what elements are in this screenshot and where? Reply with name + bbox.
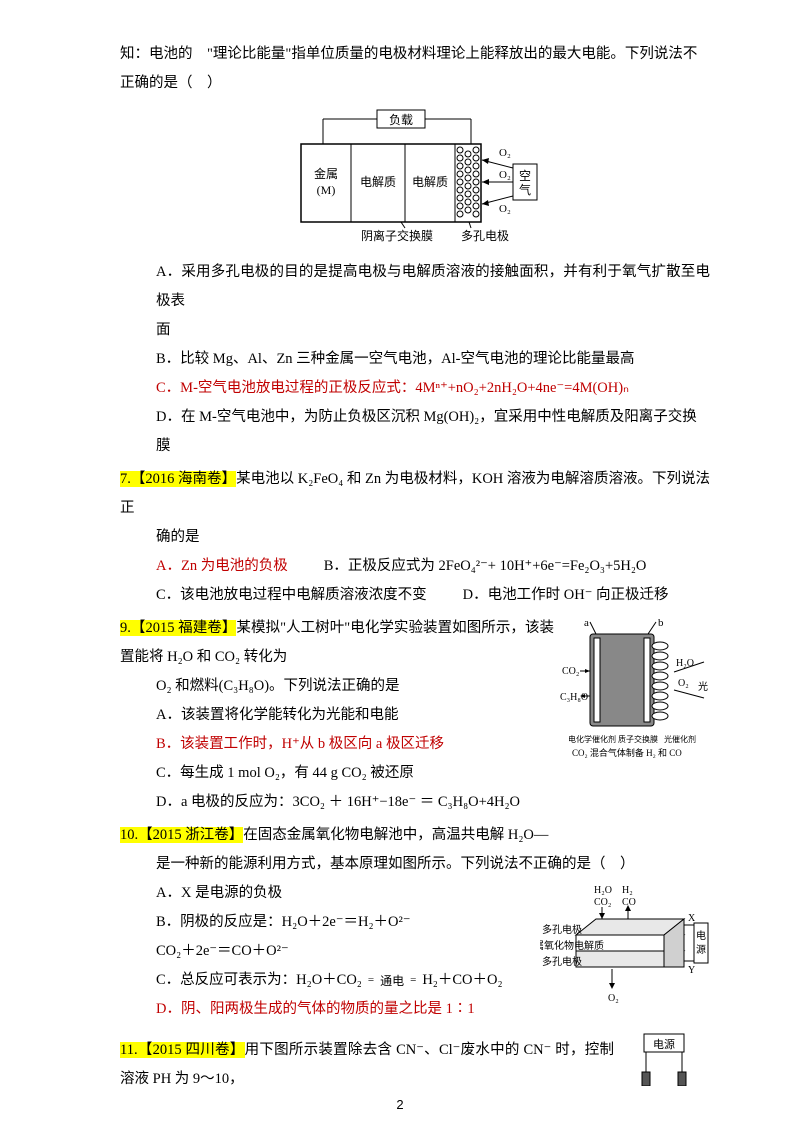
battery-diagram: 负载 金属 (M) 电解质 电解质 空 气 O₂ O₂ O₂: [285, 104, 545, 254]
svg-text:光: 光: [698, 680, 708, 693]
svg-text:b: b: [658, 617, 664, 629]
svg-text:多孔电极: 多孔电极: [542, 955, 582, 968]
svg-text:CO₂: CO₂: [562, 666, 579, 677]
q7-row-cd: C．该电池放电过程中电解质溶液浓度不变 D．电池工作时 OH⁻ 向正极迁移: [156, 581, 710, 610]
svg-text:电解质: 电解质: [412, 175, 448, 189]
svg-text:CO₂: CO₂: [594, 897, 611, 908]
svg-text:O₂: O₂: [678, 678, 689, 689]
svg-text:CO₂ 混合气体制备 H₂ 和 CO: CO₂ 混合气体制备 H₂ 和 CO: [572, 747, 682, 758]
svg-text:电源: 电源: [653, 1037, 675, 1051]
svg-text:质子交换膜: 质子交换膜: [618, 734, 658, 744]
svg-text:金属: 金属: [314, 166, 338, 181]
svg-text:H₂: H₂: [622, 885, 633, 896]
q6-opt-b: B．比较 Mg、Al、Zn 三种金属一空气电池，Al‐空气电池的理论比能量最高: [156, 345, 710, 374]
q10-head-2: 是一种新的能源利用方式，基本原理如图所示。下列说法不正确的是（ ）: [156, 850, 710, 879]
svg-text:X: X: [688, 913, 696, 924]
svg-text:CO: CO: [622, 897, 636, 908]
q6-opt-c: C．M‐空气电池放电过程的正极反应式：4Mⁿ⁺+nO₂+2nH₂O+4ne⁻=4…: [156, 374, 710, 403]
svg-text:金属氧化物电解质: 金属氧化物电解质: [540, 939, 604, 952]
q10-head: 10.【2015 浙江卷】在固态金属氧化物电解池中，高温共电解 H₂O—: [120, 821, 710, 850]
svg-text:a: a: [584, 617, 589, 629]
intro-line-2: 正确的是（ ）: [120, 69, 710, 98]
q7-head: 7.【2016 海南卷】某电池以 K₂FeO₄ 和 Zn 为电极材料，KOH 溶…: [120, 465, 710, 523]
svg-text:O₂: O₂: [499, 203, 511, 215]
svg-text:气: 气: [519, 182, 531, 197]
q9-opt-c: C．每生成 1 mol O₂，有 44 g CO₂ 被还原: [156, 759, 710, 788]
q9-opt-d: D．a 电极的反应为：3CO₂ ＋ 16H⁺−18e⁻ ＝ C₃H₈O+4H₂O: [156, 788, 710, 817]
power-diagram: 电源: [620, 1028, 710, 1086]
q6-opt-d: D．在 M‐空气电池中，为防止负极区沉积 Mg(OH)₂，宜采用中性电解质及阳离…: [156, 403, 710, 461]
electrolysis-diagram: H₂O H₂ CO₂ CO 电 源 X Y 多孔电极 金属氧化物电解质 多孔电极…: [540, 879, 710, 1019]
svg-text:多孔电极: 多孔电极: [542, 923, 582, 936]
svg-text:电: 电: [696, 929, 706, 942]
page-number: 2: [0, 1092, 800, 1118]
q7-head-2: 确的是: [156, 523, 710, 552]
svg-text:H₂O: H₂O: [594, 885, 612, 896]
svg-text:多孔电极: 多孔电极: [461, 229, 509, 243]
svg-text:O₂: O₂: [499, 147, 511, 159]
svg-text:阴离子交换膜: 阴离子交换膜: [361, 228, 433, 243]
leaf-diagram: a b CO₂ C₃H₈O H₂O O₂ 光 电化学催化剂 质子交换膜 光催化剂…: [560, 616, 710, 762]
q6-opt-a-l2: 面: [156, 316, 710, 345]
svg-text:光催化剂: 光催化剂: [664, 734, 696, 744]
q6-opt-a-l1: A．采用多孔电极的目的是提高电极与电解质溶液的接触面积，并有利于氧气扩散至电极表: [156, 258, 710, 316]
svg-text:源: 源: [696, 943, 706, 956]
svg-text:Y: Y: [688, 965, 695, 976]
svg-text:电解质: 电解质: [360, 175, 396, 189]
svg-text:H₂O: H₂O: [676, 658, 694, 669]
svg-text:电化学催化剂: 电化学催化剂: [568, 734, 616, 744]
svg-text:(M): (M): [317, 183, 336, 197]
q10-opt-c: C．总反应可表示为：H₂O＋CO₂ = 通电 = H₂＋CO＋O₂: [156, 966, 534, 995]
svg-text:O₂: O₂: [499, 169, 511, 181]
q7-row-ab: A．Zn 为电池的负极 B．正极反应式为 2FeO₄²⁻+ 10H⁺+6e⁻=F…: [156, 552, 710, 581]
svg-text:O₂: O₂: [608, 993, 619, 1004]
svg-text:负载: 负载: [389, 113, 413, 127]
intro-line-1: 知：电池的 "理论比能量"指单位质量的电极材料理论上能释放出的最大电能。下列说法…: [120, 40, 710, 69]
svg-text:空: 空: [519, 169, 531, 183]
